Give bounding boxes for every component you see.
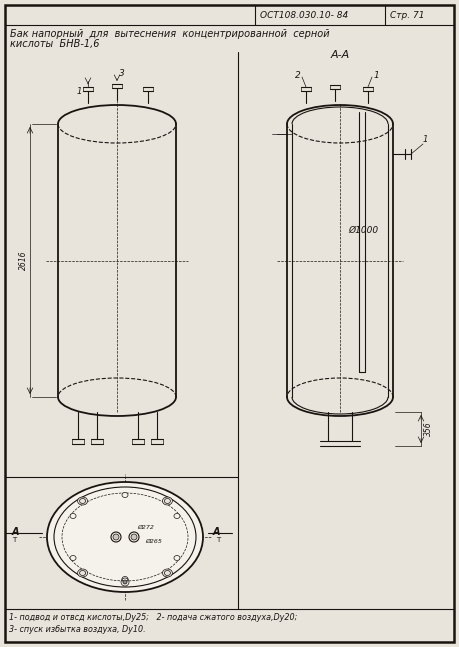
Text: кислоты  БНВ-1,6: кислоты БНВ-1,6 — [10, 39, 100, 49]
Ellipse shape — [78, 497, 88, 505]
Text: 1: 1 — [77, 87, 82, 96]
Text: 1- подвод и отвсд кислоты,Dy25;   2- подача сжатого воздуха,Dy20;: 1- подвод и отвсд кислоты,Dy25; 2- подач… — [9, 613, 297, 622]
Text: Т: Т — [216, 537, 220, 543]
Text: 2616: 2616 — [19, 251, 28, 270]
Ellipse shape — [131, 534, 137, 540]
Ellipse shape — [174, 556, 180, 560]
Text: Бак напорный  для  вытеснения  концентрированной  серной: Бак напорный для вытеснения концентриров… — [10, 29, 330, 39]
Text: Ø272: Ø272 — [137, 525, 154, 529]
Text: 1: 1 — [423, 135, 428, 144]
Text: Стр. 71: Стр. 71 — [390, 12, 425, 21]
Bar — [58, 124, 176, 397]
Ellipse shape — [78, 569, 88, 577]
Ellipse shape — [113, 534, 119, 540]
Text: 3- спуск избытка воздуха, Dy10.: 3- спуск избытка воздуха, Dy10. — [9, 624, 146, 633]
Text: 3: 3 — [119, 69, 125, 78]
Text: Ø265: Ø265 — [145, 538, 162, 543]
Ellipse shape — [47, 482, 203, 592]
Text: 1: 1 — [373, 71, 379, 80]
Bar — [287, 124, 393, 397]
Text: А: А — [12, 527, 19, 537]
Text: А: А — [213, 527, 220, 537]
Ellipse shape — [122, 492, 128, 498]
Ellipse shape — [122, 576, 128, 582]
Text: Т: Т — [12, 537, 16, 543]
Ellipse shape — [70, 514, 76, 518]
Ellipse shape — [70, 556, 76, 560]
Text: 2: 2 — [295, 71, 301, 80]
Ellipse shape — [162, 497, 173, 505]
Text: 356: 356 — [424, 422, 433, 436]
Text: А-А: А-А — [330, 50, 350, 60]
Bar — [106, 525, 144, 549]
Text: ОСТ108.030.10- 84: ОСТ108.030.10- 84 — [260, 12, 348, 21]
Text: Ø1000: Ø1000 — [348, 226, 378, 235]
Ellipse shape — [162, 569, 173, 577]
Ellipse shape — [123, 580, 127, 584]
Ellipse shape — [174, 514, 180, 518]
Bar — [110, 529, 140, 545]
